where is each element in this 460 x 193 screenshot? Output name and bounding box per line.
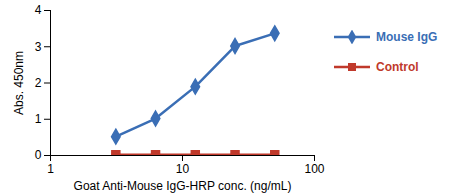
svg-text:Abs. 450nm: Abs. 450nm [12, 51, 26, 115]
svg-text:2: 2 [35, 76, 42, 90]
svg-text:1: 1 [47, 162, 54, 176]
svg-text:Goat Anti-Mouse IgG-HRP conc.: Goat Anti-Mouse IgG-HRP conc. (ng/mL) [74, 179, 292, 193]
svg-text:10: 10 [176, 162, 190, 176]
svg-text:1: 1 [35, 112, 42, 126]
svg-text:0: 0 [35, 148, 42, 162]
svg-text:100: 100 [304, 162, 324, 176]
svg-text:4: 4 [35, 3, 42, 17]
svg-text:3: 3 [35, 40, 42, 54]
html-text:Control: Control [376, 60, 419, 74]
html-text:Mouse IgG: Mouse IgG [376, 30, 438, 44]
